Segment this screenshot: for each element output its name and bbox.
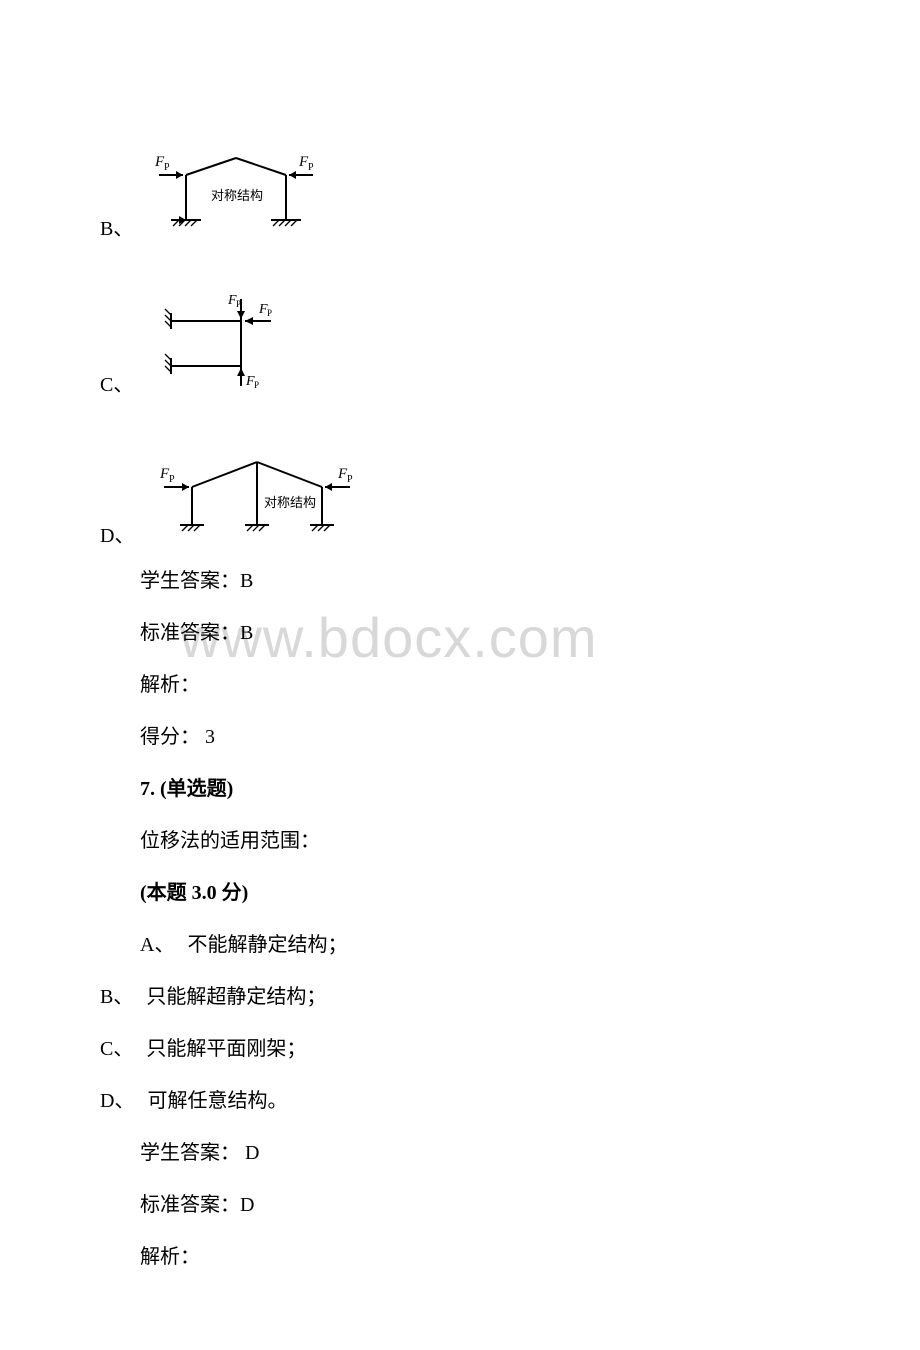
q6-standard-answer: 标准答案：B: [140, 614, 820, 652]
svg-text:对称结构: 对称结构: [264, 495, 316, 510]
q7-option-d: D、 可解任意结构。: [100, 1082, 820, 1120]
q7-option-a: A、 不能解静定结构；: [140, 926, 820, 964]
q6-diagram-c: F P F P F P: [141, 291, 301, 397]
q7-option-c-letter: C、: [100, 1038, 133, 1060]
q7-option-a-text: 不能解静定结构；: [182, 934, 347, 956]
q6-score: 得分： 3: [140, 718, 820, 756]
q7-points: (本题 3.0 分): [140, 874, 820, 912]
q6-option-c-row: C、: [100, 291, 820, 397]
svg-text:P: P: [164, 162, 170, 173]
q6-standard-answer-label: 标准答案：: [140, 622, 240, 644]
q6-option-d-letter: D、: [100, 519, 134, 548]
q6-option-c-letter: C、: [100, 368, 133, 397]
q6-analysis: 解析：: [140, 666, 820, 704]
q6-diagram-b: F P F P 对称结构: [141, 140, 321, 241]
q6-score-value: 3: [200, 726, 215, 748]
svg-text:P: P: [169, 474, 175, 485]
q7-student-answer-value: D: [240, 1142, 259, 1164]
q7-option-c-text: 只能解平面刚架；: [141, 1038, 306, 1060]
q7-option-b: B、 只能解超静定结构；: [100, 978, 820, 1016]
svg-text:P: P: [236, 299, 241, 309]
q7-option-a-letter: A、: [140, 934, 174, 956]
svg-text:对称结构: 对称结构: [211, 188, 263, 203]
svg-text:P: P: [347, 474, 353, 485]
q6-option-b-letter: B、: [100, 212, 133, 241]
q7-analysis: 解析：: [140, 1238, 820, 1276]
q7-option-d-letter: D、: [100, 1090, 134, 1112]
q6-option-d-row: D、: [100, 447, 820, 548]
q7-stem: 位移法的适用范围：: [140, 822, 820, 860]
q6-student-answer-label: 学生答案：: [140, 570, 240, 592]
q6-diagram-d: F P F P 对称结构: [142, 447, 372, 548]
q7-analysis-label: 解析：: [140, 1246, 200, 1268]
q6-analysis-label: 解析：: [140, 674, 200, 696]
q6-score-label: 得分：: [140, 726, 200, 748]
q7-option-c: C、 只能解平面刚架；: [100, 1030, 820, 1068]
q7-standard-answer-value: D: [240, 1194, 254, 1216]
q7-option-d-text: 可解任意结构。: [142, 1090, 287, 1112]
q6-option-b-row: B、: [100, 140, 820, 241]
q7-choices: A、 不能解静定结构； B、 只能解超静定结构； C、 只能解平面刚架； D、 …: [100, 926, 820, 1120]
svg-text:P: P: [267, 308, 272, 318]
q7-option-b-text: 只能解超静定结构；: [141, 986, 326, 1008]
q6-student-answer-value: B: [240, 570, 253, 592]
q6-standard-answer-value: B: [240, 622, 253, 644]
svg-text:P: P: [254, 380, 259, 390]
page-content: B、: [100, 140, 820, 1276]
q7-standard-answer: 标准答案：D: [140, 1186, 820, 1224]
q7-student-answer-label: 学生答案：: [140, 1142, 240, 1164]
q7-option-b-letter: B、: [100, 986, 133, 1008]
q7-heading: 7. (单选题): [140, 770, 820, 808]
q6-student-answer: 学生答案：B: [140, 562, 820, 600]
q7-student-answer: 学生答案： D: [140, 1134, 820, 1172]
svg-text:P: P: [308, 162, 314, 173]
q7-standard-answer-label: 标准答案：: [140, 1194, 240, 1216]
